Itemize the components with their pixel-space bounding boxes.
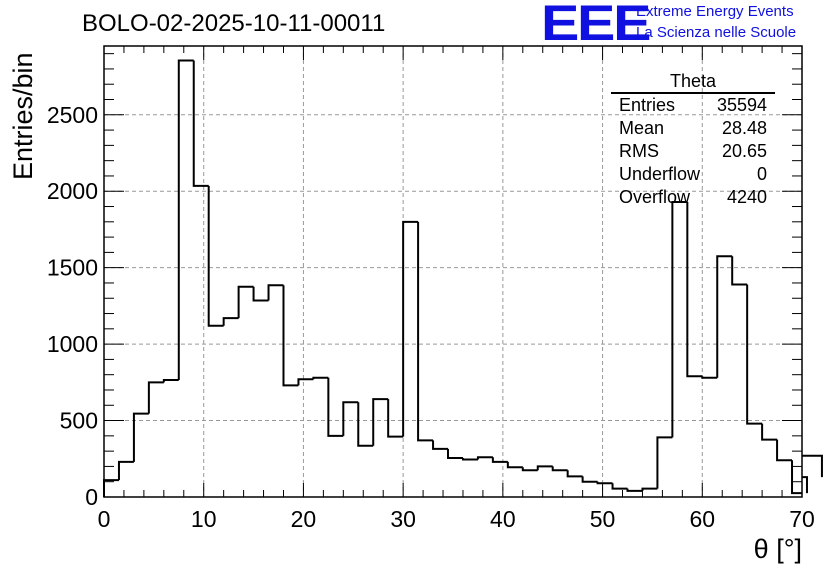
logo-line-1: Extreme Energy Events <box>636 3 794 20</box>
y-tick-label: 500 <box>60 408 98 434</box>
histogram-bin <box>372 398 389 446</box>
histogram-bin <box>342 401 359 436</box>
histogram-bin <box>596 481 613 485</box>
histogram-bin <box>671 200 688 438</box>
histogram-bin <box>192 60 209 187</box>
histogram-bin <box>626 488 643 492</box>
histogram-bin <box>802 454 823 478</box>
stats-label: RMS <box>619 141 659 161</box>
stats-row-rms: RMS 20.65 <box>611 140 775 163</box>
histogram-bin <box>117 460 134 481</box>
histogram-bin <box>402 220 419 437</box>
stats-value: 4240 <box>726 187 767 207</box>
x-tick-label: 10 <box>191 506 217 532</box>
histogram-bin <box>551 466 568 472</box>
histogram-bin <box>521 467 538 472</box>
histogram-bin <box>656 436 673 489</box>
histogram-bin <box>776 439 793 462</box>
histogram-bin <box>476 456 493 460</box>
y-tick-label: 1500 <box>47 255 98 281</box>
x-tick-label: 40 <box>490 506 516 532</box>
eee-logo-mark: EEE <box>541 0 651 51</box>
stats-value: 20.65 <box>721 141 767 161</box>
histogram-bin <box>252 286 269 302</box>
histogram-bin <box>506 461 523 469</box>
histogram-bin <box>162 379 179 383</box>
histogram-bin <box>207 185 224 327</box>
stats-row-mean: Mean 28.48 <box>611 117 775 140</box>
y-tick-label: 1000 <box>47 331 98 357</box>
stats-title: Theta <box>611 70 775 94</box>
histogram-bin <box>491 457 508 463</box>
histogram-bin <box>791 460 802 495</box>
histogram-bin <box>177 59 194 381</box>
histogram-bin <box>641 487 658 491</box>
histogram-bin <box>447 448 463 460</box>
stats-row-overflow: Overflow 4240 <box>611 186 775 209</box>
histogram-bin <box>731 256 748 286</box>
x-tick-label: 60 <box>689 506 715 532</box>
histogram-bin <box>461 458 478 461</box>
histogram-bin <box>312 376 329 380</box>
y-tick-label: 2000 <box>47 178 98 204</box>
histogram-bin <box>417 221 434 442</box>
histogram-bin <box>536 465 553 471</box>
histogram-bin <box>611 483 628 490</box>
stats-row-underflow: Underflow 0 <box>611 163 775 186</box>
plot-frame <box>103 45 803 498</box>
stats-label: Underflow <box>619 164 701 184</box>
histogram-bin <box>387 399 404 438</box>
x-axis-label: θ [°] <box>753 534 802 564</box>
histogram-bin <box>701 376 718 379</box>
y-axis-label: Entries/bin <box>8 52 38 180</box>
histogram-bin <box>267 284 284 301</box>
stats-row-entries: Entries 35594 <box>611 94 775 117</box>
stats-label: Overflow <box>619 187 691 207</box>
stats-value: 28.48 <box>721 118 767 138</box>
chart-title: BOLO-02-2025-10-11-00011 <box>82 10 386 37</box>
histogram-bin <box>802 476 808 494</box>
histogram-bin <box>132 412 149 462</box>
stats-box: Theta Entries 35594 Mean 28.48 RMS 20.65… <box>611 70 775 209</box>
histogram-bin <box>147 381 164 414</box>
histogram-bin <box>432 440 449 450</box>
histogram-bin <box>297 378 314 386</box>
histogram-bin <box>581 476 598 483</box>
histogram-bin <box>282 285 299 387</box>
stats-value: 35594 <box>716 95 767 115</box>
histogram-bin <box>327 377 344 437</box>
stats-label: Entries <box>619 95 676 115</box>
x-tick-label: 0 <box>98 506 111 532</box>
histogram-bin <box>357 402 374 447</box>
histogram-bin <box>746 284 763 425</box>
x-tick-label: 20 <box>291 506 317 532</box>
x-tick-label: 50 <box>590 506 616 532</box>
x-tick-label: 70 <box>789 506 815 532</box>
histogram-bin <box>716 255 733 378</box>
logo-line-2: La Scienza nelle Scuole <box>636 24 797 41</box>
histogram-bin <box>686 201 703 378</box>
histogram-bin <box>237 285 254 319</box>
histogram-bin <box>761 423 778 441</box>
histogram-bin <box>103 479 119 497</box>
y-tick-label: 2500 <box>47 102 98 128</box>
x-tick-label: 30 <box>390 506 416 532</box>
y-tick-label: 0 <box>85 484 98 510</box>
stats-label: Mean <box>619 118 665 138</box>
stats-value: 0 <box>756 164 767 184</box>
histogram-bin <box>222 317 239 326</box>
histogram-bin <box>566 470 583 478</box>
